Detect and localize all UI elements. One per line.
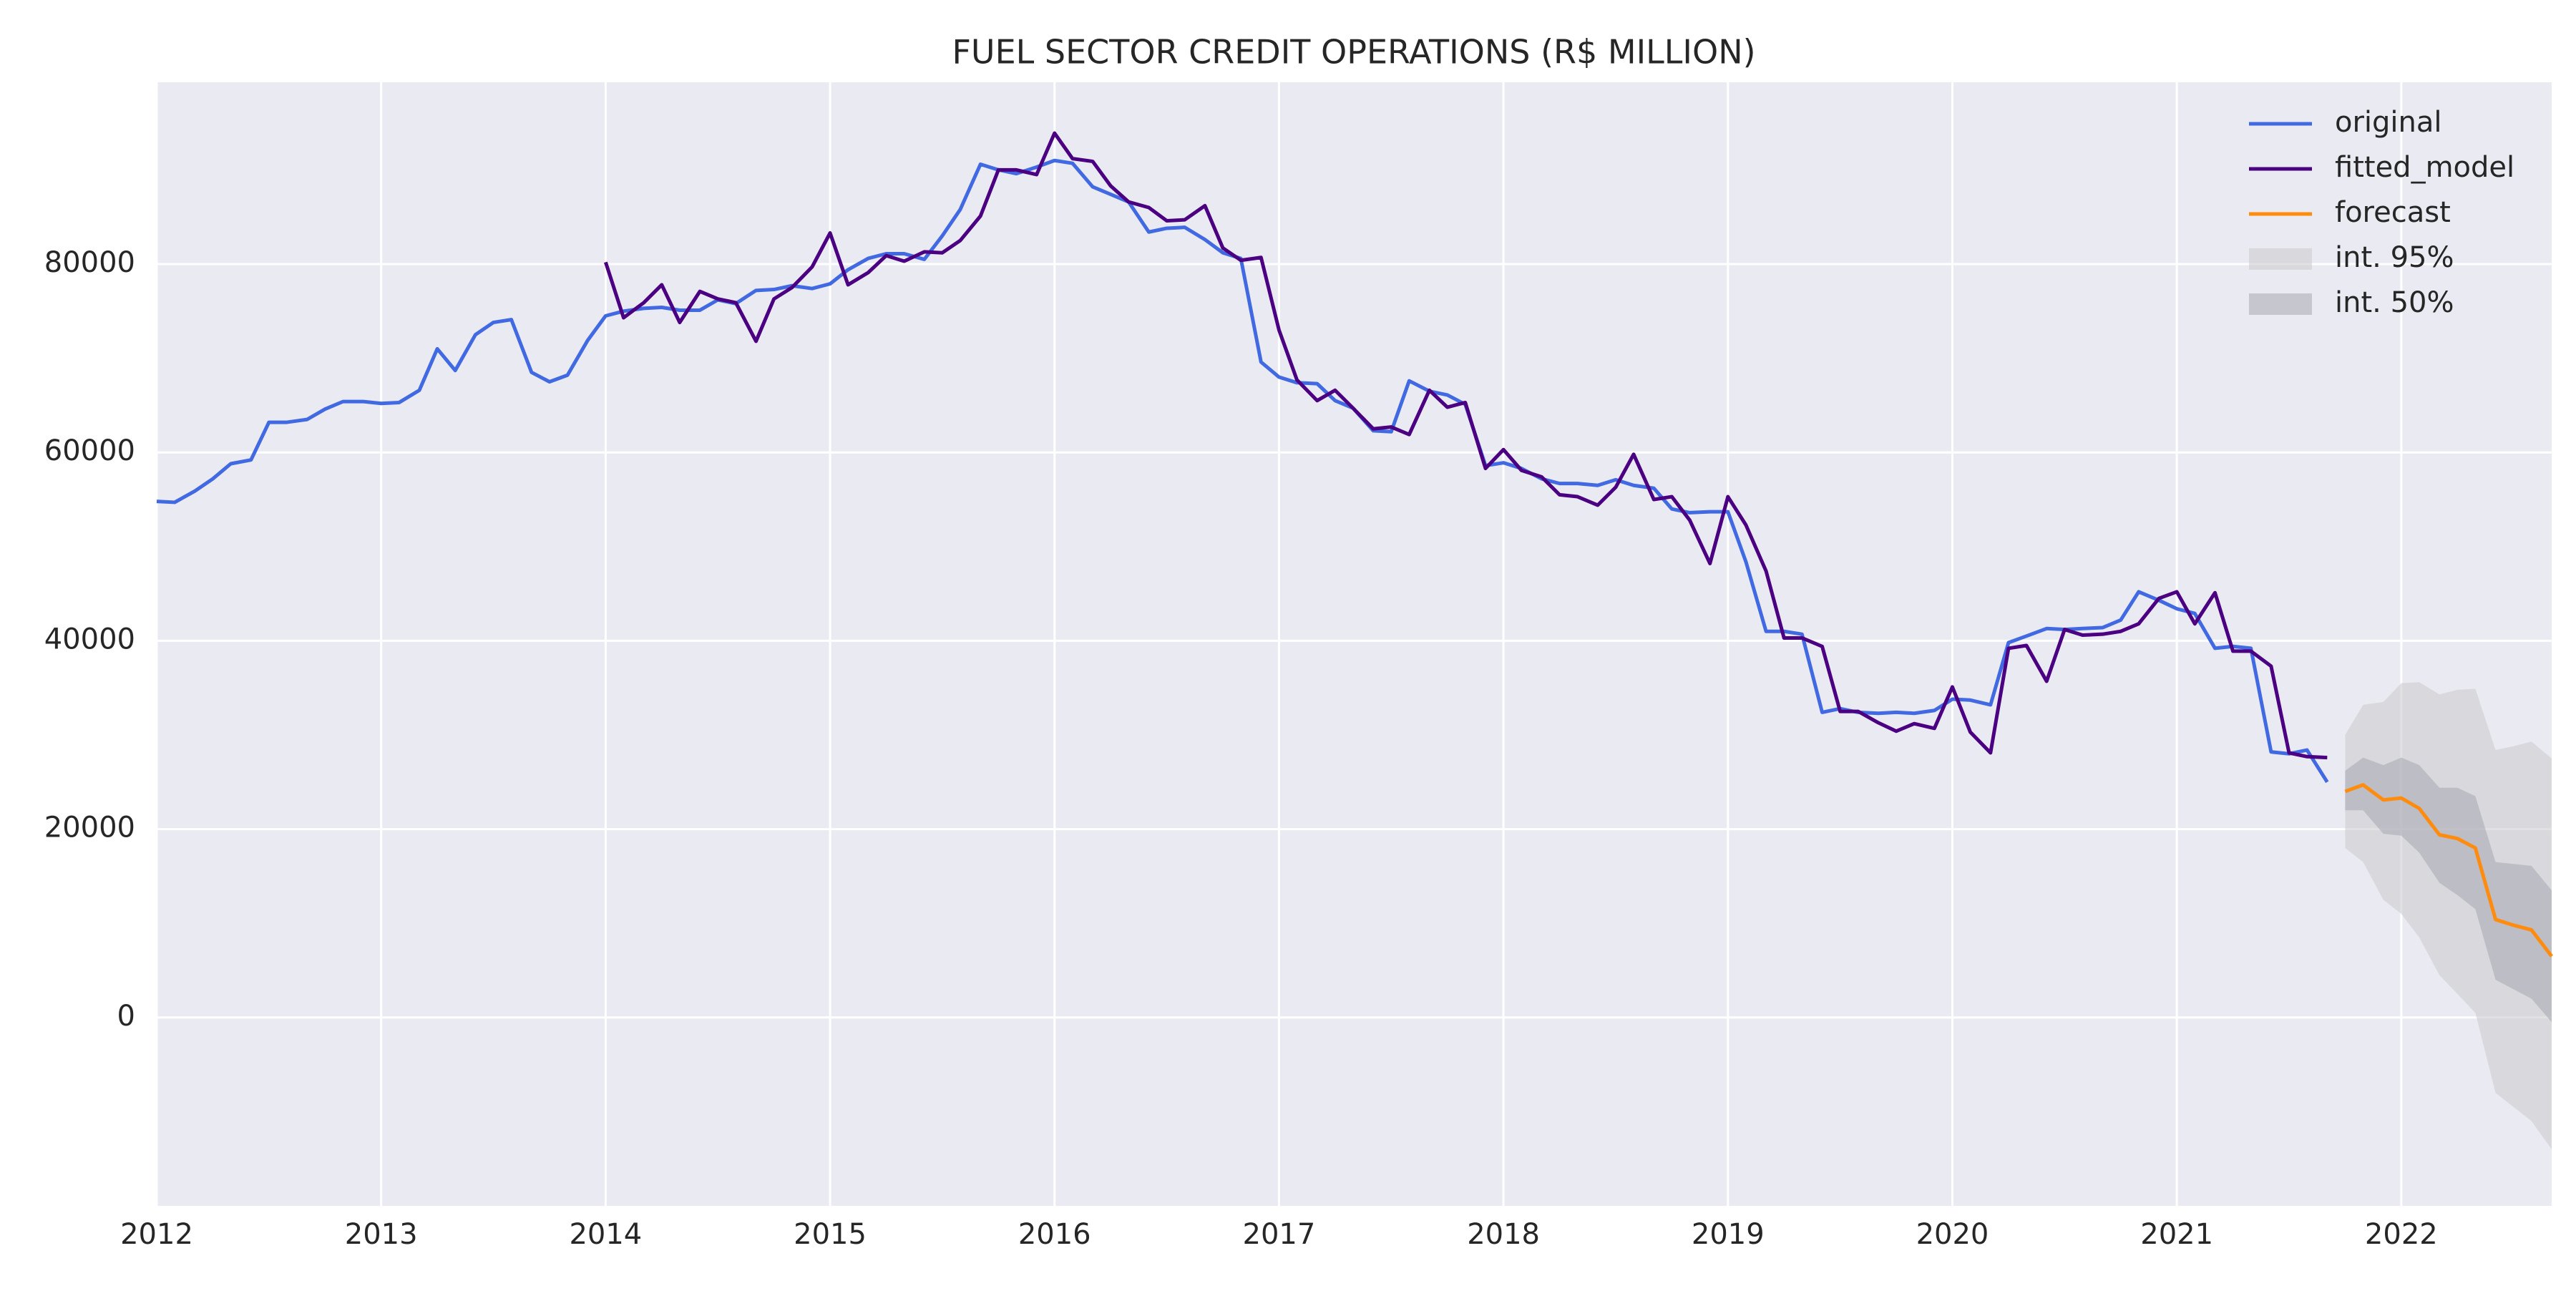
legend-label: original (2335, 106, 2442, 139)
x-tick-label: 2018 (1467, 1218, 1540, 1251)
y-tick-label: 40000 (44, 623, 135, 656)
y-tick-label: 20000 (44, 812, 135, 844)
legend-label: fitted_model (2335, 151, 2514, 184)
legend-label: int. 50% (2335, 286, 2454, 319)
legend-label: int. 95% (2335, 241, 2454, 274)
chart-title: FUEL SECTOR CREDIT OPERATIONS (R$ MILLIO… (952, 33, 1755, 72)
interval-band (2345, 757, 2552, 1023)
x-tick-label: 2020 (1916, 1218, 1989, 1251)
x-tick-label: 2021 (2140, 1218, 2213, 1251)
plot-background (157, 82, 2552, 1206)
x-tick-label: 2015 (794, 1218, 867, 1251)
x-tick-label: 2022 (2365, 1218, 2438, 1251)
y-tick-label: 80000 (44, 246, 135, 279)
plot-area (156, 131, 2553, 1150)
y-tick-label: 60000 (44, 434, 135, 467)
x-tick-label: 2013 (345, 1218, 418, 1251)
legend: original fitted_model forecast int. 95% int.… (2249, 106, 2514, 319)
legend-swatch (2249, 293, 2312, 315)
series-line (2344, 783, 2553, 958)
x-tick-label: 2014 (569, 1218, 642, 1251)
series-line (603, 131, 2328, 760)
x-tick-label: 2016 (1018, 1218, 1091, 1251)
x-tick-label: 2012 (120, 1218, 193, 1251)
x-tick-label: 2017 (1243, 1218, 1316, 1251)
legend-label: forecast (2335, 196, 2451, 229)
grid (155, 82, 2552, 1206)
x-tick-label: 2019 (1692, 1218, 1765, 1251)
legend-swatch (2249, 248, 2312, 270)
y-tick-label: 0 (117, 1000, 135, 1033)
